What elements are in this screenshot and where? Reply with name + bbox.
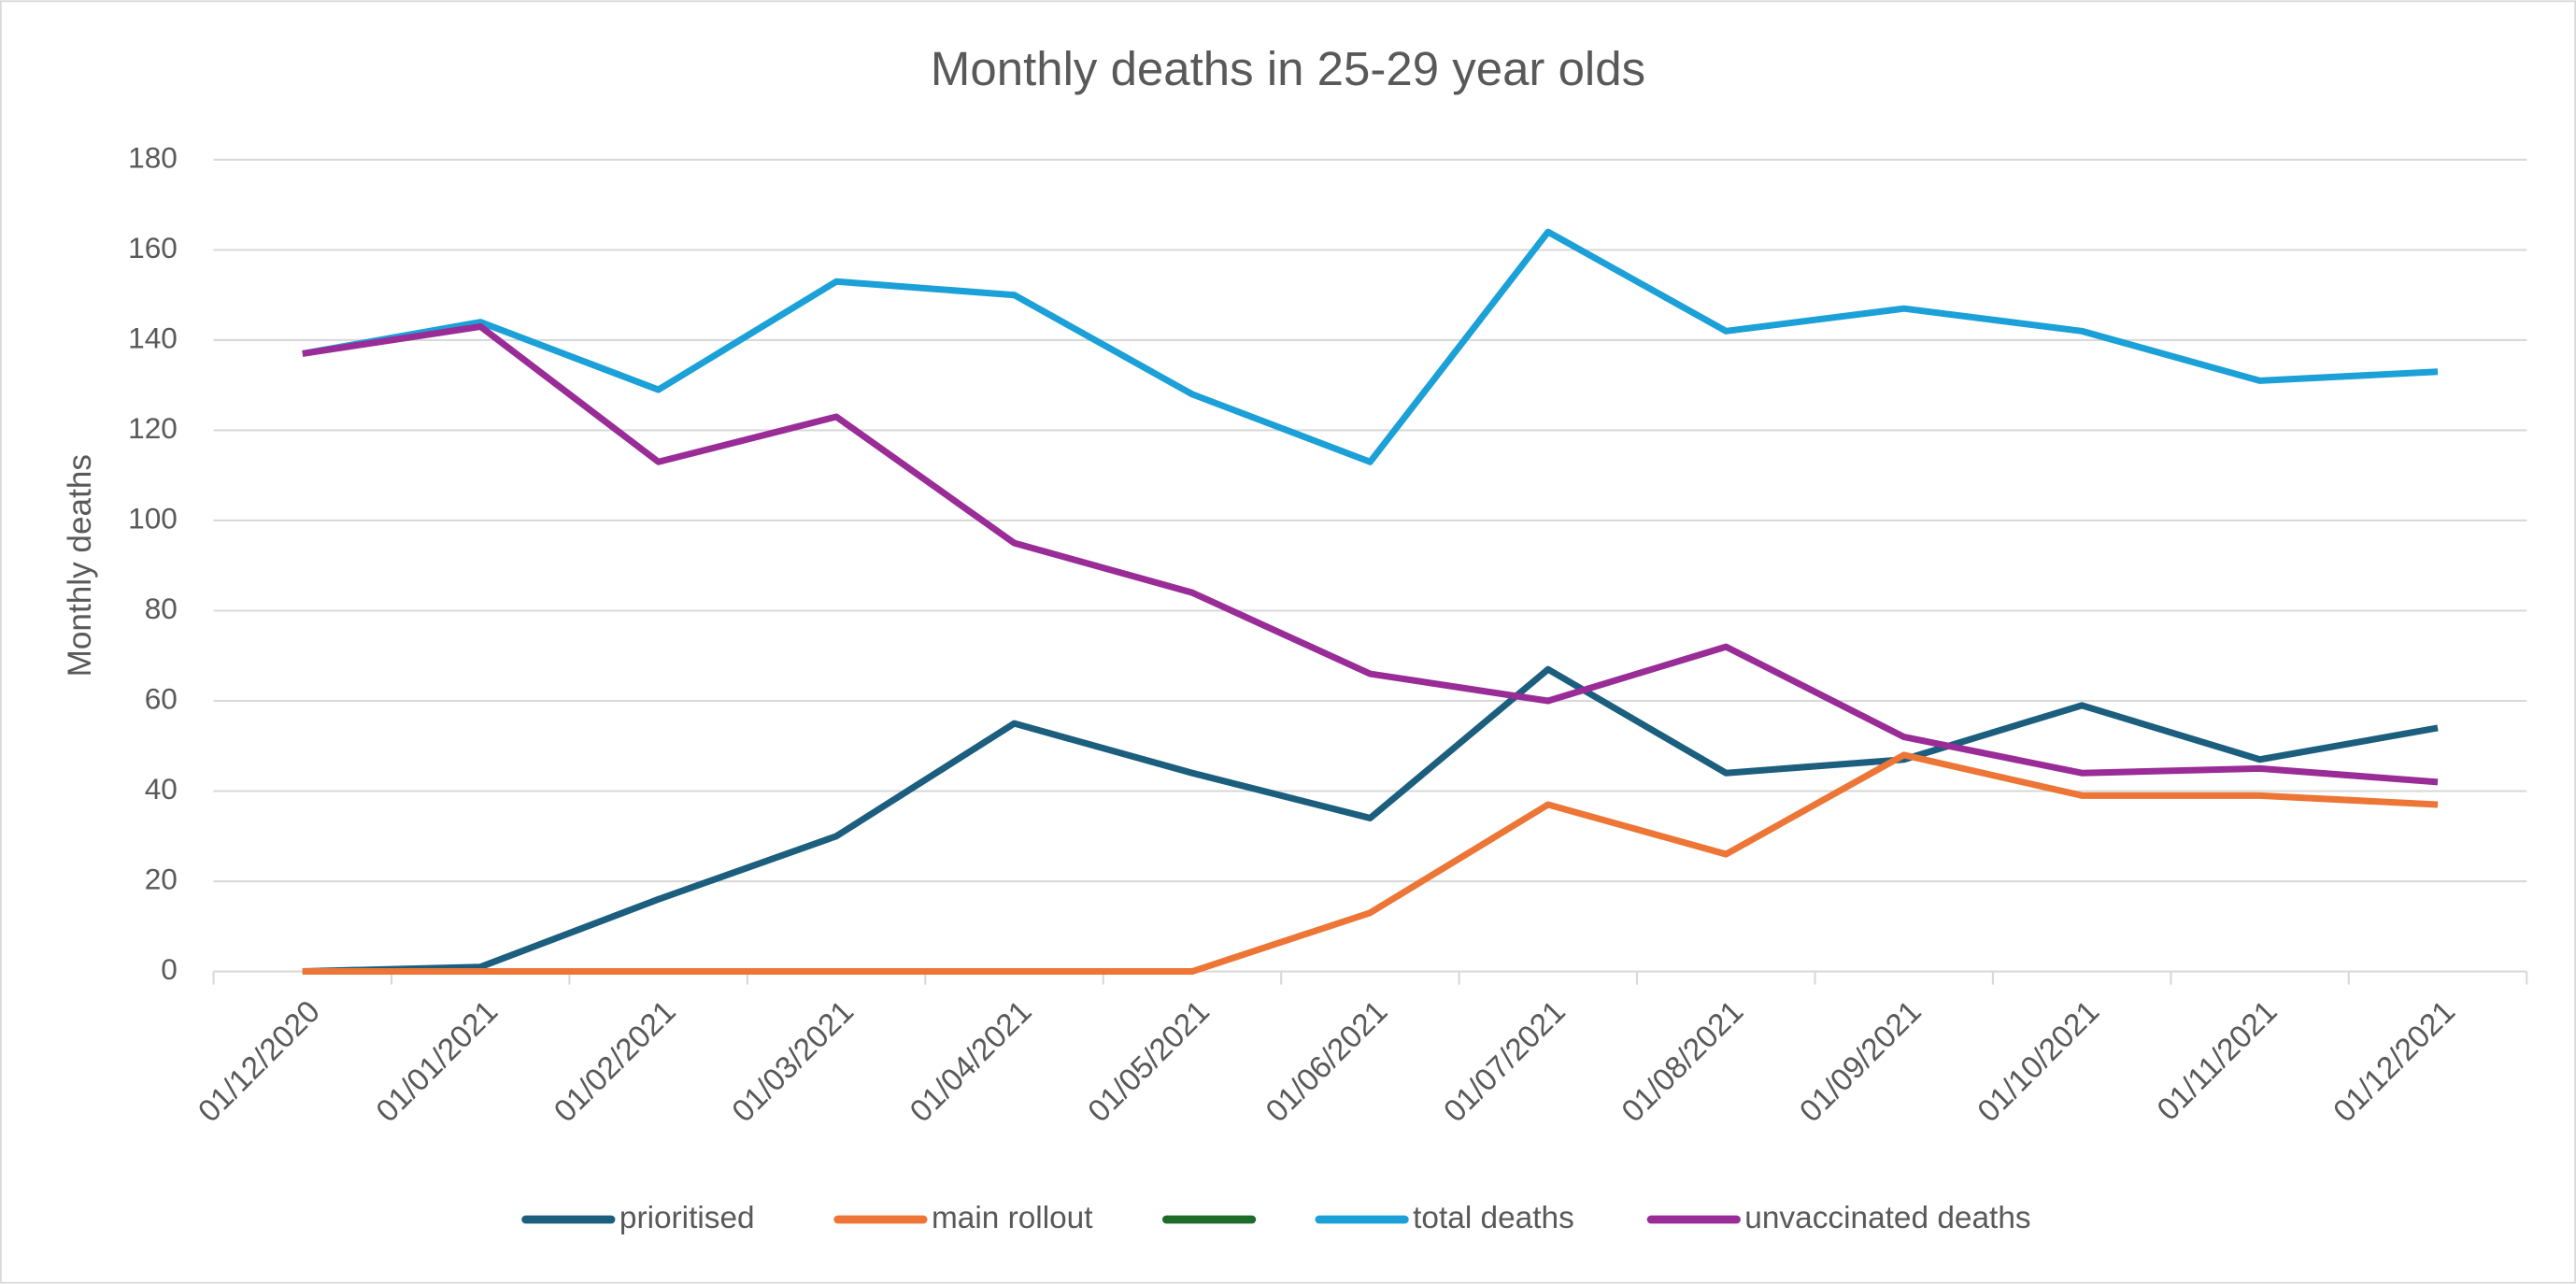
y-tick-label: 120 xyxy=(128,411,178,445)
y-tick-label: 60 xyxy=(145,681,178,715)
y-tick-label: 80 xyxy=(145,592,178,625)
chart-title: Monthly deaths in 25-29 year olds xyxy=(931,42,1645,95)
series-line xyxy=(302,322,2439,786)
y-tick-label: 0 xyxy=(161,952,178,986)
y-axis-label: Monthly deaths xyxy=(62,454,98,677)
y-tick-label: 40 xyxy=(145,772,178,806)
y-tick-label: 100 xyxy=(128,501,178,535)
y-tick-label: 140 xyxy=(128,321,178,354)
y-tick-label: 180 xyxy=(128,140,178,174)
series-line xyxy=(302,665,2439,976)
y-tick-label: 20 xyxy=(145,862,178,895)
legend-label: total deaths xyxy=(1413,1201,1574,1235)
series-line xyxy=(302,228,2439,465)
legend-label: unvaccinated deaths xyxy=(1744,1201,2030,1235)
y-tick-label: 160 xyxy=(128,231,178,264)
legend-label: prioritised xyxy=(619,1201,755,1235)
series-line xyxy=(302,751,2439,976)
legend-label: main rollout xyxy=(932,1201,1093,1235)
